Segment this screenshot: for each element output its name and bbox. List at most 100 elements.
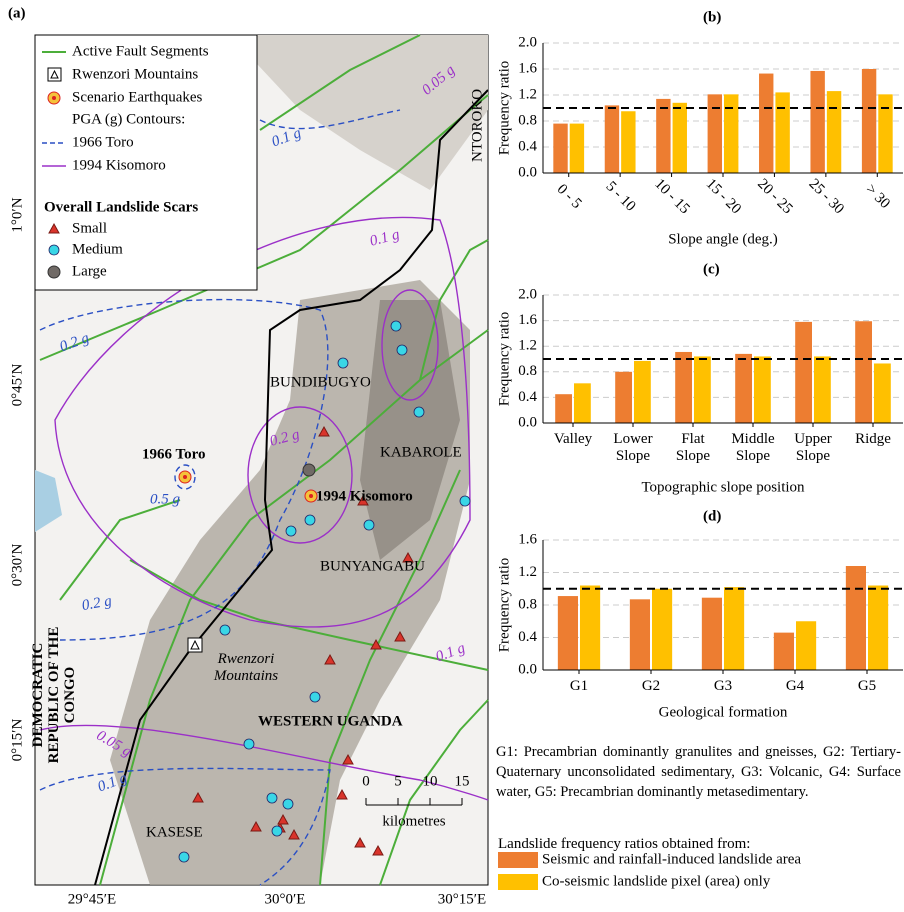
legend-title: Overall Landslide Scars xyxy=(44,199,198,215)
bar xyxy=(675,352,692,423)
x-tick-label: 0 - 5 xyxy=(554,181,585,212)
bar xyxy=(874,363,891,423)
y-tick-label: 1.6 xyxy=(518,60,537,76)
lon-tick: 30°15′E xyxy=(438,891,486,907)
legend-swatch xyxy=(498,874,538,890)
x-tick-label: G5 xyxy=(831,678,903,695)
bar xyxy=(580,586,600,671)
bar xyxy=(775,92,789,173)
bar xyxy=(673,103,687,173)
bar xyxy=(810,71,824,173)
bar xyxy=(656,99,670,173)
y-axis-title: Frequency ratio xyxy=(496,558,512,653)
y-tick-label: 2.0 xyxy=(518,34,537,50)
bar xyxy=(605,105,619,173)
x-tick-label: G4 xyxy=(759,678,831,695)
x-tick-label: 10 - 15 xyxy=(651,176,692,217)
y-axis-title: Frequency ratio xyxy=(496,61,512,156)
y-tick-label: 1.2 xyxy=(518,86,537,102)
quake-label: 1966 Toro xyxy=(142,446,206,462)
scale-label: 15 xyxy=(455,773,470,789)
y-tick-label: 0.8 xyxy=(518,596,537,612)
bar xyxy=(558,596,578,670)
lat-tick: 0°30′N xyxy=(9,544,25,587)
bar xyxy=(814,356,831,423)
x-tick-label: Upper Slope xyxy=(783,431,843,465)
panel-label: (b) xyxy=(703,9,721,25)
legend-label: Active Fault Segments xyxy=(72,43,209,59)
bar xyxy=(621,111,635,173)
scale-label: 5 xyxy=(394,773,402,789)
x-tick-label: G1 xyxy=(543,678,615,695)
legend-label: Co-seismic landslide pixel (area) only xyxy=(542,873,771,889)
map: 0 5 10 15 kilometres Active Fault Segmen… xyxy=(8,5,488,907)
y-tick-label: 0.8 xyxy=(518,112,537,128)
legend-label: PGA (g) Contours: xyxy=(72,111,185,127)
bar xyxy=(754,356,771,423)
legend-label: 1994 Kisomoro xyxy=(72,157,166,173)
place-label: KASESE xyxy=(146,824,203,840)
bar xyxy=(862,69,876,173)
bar xyxy=(774,633,794,670)
legend-swatch xyxy=(498,852,538,868)
y-tick-label: 0.4 xyxy=(518,389,537,405)
place-label: Rwenzori Mountains xyxy=(206,651,286,685)
scale-label: 0 xyxy=(362,773,370,789)
y-tick-label: 0.4 xyxy=(518,629,537,645)
y-tick-label: 1.2 xyxy=(518,564,537,580)
y-tick-label: 0.0 xyxy=(518,164,537,180)
x-tick-label: Flat Slope xyxy=(663,431,723,465)
bar xyxy=(630,599,650,670)
bar xyxy=(652,589,672,670)
y-axis-title: Frequency ratio xyxy=(496,312,512,407)
x-axis-title: Topographic slope position xyxy=(641,479,805,495)
legend-label: Small xyxy=(72,220,107,236)
scale-unit: kilometres xyxy=(382,813,445,829)
bar xyxy=(759,74,773,173)
x-axis-title: Slope angle (deg.) xyxy=(668,231,778,247)
x-tick-label: G2 xyxy=(615,678,687,695)
y-tick-label: 1.6 xyxy=(518,312,537,328)
bar xyxy=(694,356,711,423)
y-tick-label: 0.4 xyxy=(518,138,537,154)
y-tick-label: 1.2 xyxy=(518,338,537,354)
x-tick-label: 20 - 25 xyxy=(754,176,795,217)
bar xyxy=(708,94,722,173)
bar xyxy=(868,586,888,671)
x-tick-label: Middle Slope xyxy=(723,431,783,465)
bar xyxy=(796,621,816,670)
panel-label: (d) xyxy=(703,508,721,524)
bar xyxy=(827,91,841,173)
x-tick-label: 5 - 10 xyxy=(603,179,639,215)
legend-label: 1966 Toro xyxy=(72,134,134,150)
x-tick-label: Valley xyxy=(543,431,603,448)
legend-title: Landslide frequency ratios obtained from… xyxy=(498,836,750,853)
bar xyxy=(574,383,591,423)
bar xyxy=(553,124,567,173)
lon-tick: 29°45′E xyxy=(68,891,116,907)
x-tick-label: 15 - 20 xyxy=(703,176,744,217)
place-label: DEMOCRATIC REPUBLIC OF THE CONGO xyxy=(30,620,78,770)
x-tick-label: G3 xyxy=(687,678,759,695)
bar xyxy=(555,394,572,423)
legend-label: Medium xyxy=(72,241,123,257)
y-tick-label: 1.6 xyxy=(518,531,537,547)
quake-label: 1994 Kisomoro xyxy=(316,488,413,504)
place-label: KABAROLE xyxy=(380,444,462,460)
bar xyxy=(724,587,744,670)
x-tick-label: > 30 xyxy=(862,181,893,212)
bar xyxy=(878,94,892,173)
legend-label: Large xyxy=(72,263,107,279)
legend-label: Scenario Earthquakes xyxy=(72,89,203,105)
bar xyxy=(855,321,872,423)
bar xyxy=(846,566,866,670)
y-tick-label: 0.8 xyxy=(518,363,537,379)
bar xyxy=(615,372,632,423)
y-tick-label: 0.0 xyxy=(518,414,537,430)
place-label: WESTERN UGANDA xyxy=(258,713,403,729)
bar xyxy=(570,124,584,173)
place-label: BUNYANGABU xyxy=(320,558,425,574)
geology-note: G1: Precambrian dominantly granulites an… xyxy=(496,742,901,802)
lat-tick: 1°0′N xyxy=(9,197,25,232)
x-tick-label: 25 - 30 xyxy=(806,176,847,217)
